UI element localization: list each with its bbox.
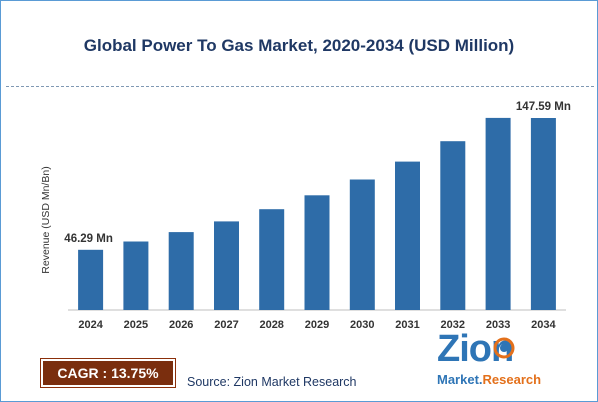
logo-sub-text: Market.Research [437, 372, 541, 387]
x-tick-label-2033: 2033 [486, 319, 510, 331]
cagr-badge: CAGR : 13.75% [40, 358, 176, 388]
bar-2029 [304, 195, 330, 310]
x-tick-label-2025: 2025 [124, 319, 148, 331]
bar-2032 [440, 141, 466, 310]
zion-logo: Zion Market.Research [437, 328, 549, 390]
logo-sub-left: Market. [437, 372, 483, 387]
chart-title: Global Power To Gas Market, 2020-2034 (U… [83, 36, 515, 55]
data-label-2024: 46.29 Mn [64, 233, 113, 245]
globe-icon [493, 337, 515, 359]
x-tick-label-2029: 2029 [305, 319, 329, 331]
bar-2027 [214, 221, 239, 310]
bar-2034 [530, 118, 556, 310]
x-tick-label-2028: 2028 [259, 319, 283, 331]
bar-2033 [485, 117, 511, 311]
cagr-text: CAGR : 13.75% [43, 361, 173, 385]
x-tick-label-2032: 2032 [441, 319, 465, 331]
data-label-2034: 147.59 Mn [516, 101, 571, 113]
x-tick-label-2027: 2027 [214, 319, 238, 331]
x-tick-label-2026: 2026 [169, 319, 193, 331]
source-text: Source: Zion Market Research [187, 375, 357, 389]
bar-2031 [395, 161, 420, 310]
x-tick-label-2031: 2031 [395, 319, 419, 331]
bar-2026 [168, 232, 194, 310]
bar-2024 [78, 249, 104, 310]
title-divider [6, 86, 594, 87]
x-tick-label-2030: 2030 [350, 319, 374, 331]
logo-sub-right: Research [482, 372, 542, 387]
bar-2028 [259, 209, 285, 310]
bar-2030 [349, 179, 375, 310]
x-tick-label-2024: 2024 [78, 319, 103, 331]
x-tick-label-2034: 2034 [531, 319, 556, 331]
bar-2025 [123, 241, 149, 310]
